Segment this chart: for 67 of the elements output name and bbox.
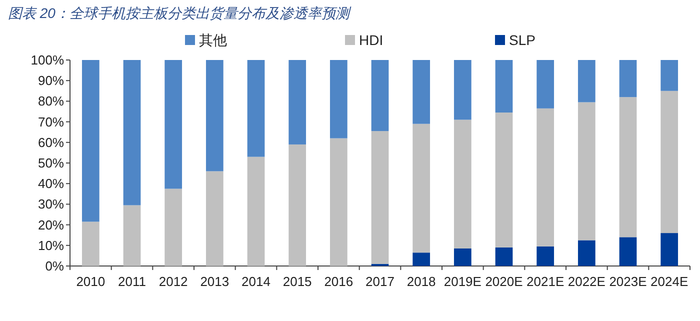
y-tick-label: 40% bbox=[38, 176, 64, 192]
bar bbox=[495, 247, 513, 266]
y-tick-label: 0% bbox=[45, 258, 64, 274]
y-tick-label: 60% bbox=[38, 134, 64, 150]
x-tick-label: 2020E bbox=[485, 274, 524, 289]
x-tick-label: 2018 bbox=[406, 274, 436, 289]
bar bbox=[578, 60, 596, 102]
bar bbox=[619, 60, 637, 98]
bar bbox=[82, 222, 100, 266]
x-tick-label: 2012 bbox=[158, 274, 188, 289]
y-tick-label: 80% bbox=[38, 94, 64, 109]
bar bbox=[619, 97, 637, 238]
legend-label: HDI bbox=[359, 32, 384, 48]
bar bbox=[412, 124, 430, 253]
bar bbox=[206, 171, 224, 266]
x-tick-label: 2021E bbox=[526, 274, 564, 289]
y-tick-label: 10% bbox=[38, 238, 64, 253]
bar bbox=[371, 131, 389, 264]
x-tick-label: 2019E bbox=[444, 274, 482, 289]
bar bbox=[454, 248, 472, 266]
x-tick-label: 2015 bbox=[282, 274, 312, 289]
y-tick-label: 70% bbox=[38, 114, 64, 130]
bar bbox=[660, 60, 678, 91]
legend-label: 其他 bbox=[199, 32, 227, 48]
bar bbox=[578, 240, 596, 266]
bar bbox=[247, 60, 265, 157]
bar bbox=[495, 112, 513, 248]
legend-label: SLP bbox=[509, 32, 536, 48]
bar bbox=[206, 60, 224, 172]
x-tick-label: 2016 bbox=[324, 274, 354, 289]
x-tick-label: 2014 bbox=[242, 274, 270, 289]
bar bbox=[330, 138, 348, 266]
x-tick-label: 2010 bbox=[76, 274, 106, 289]
x-tick-label: 2022E bbox=[568, 274, 606, 289]
bar bbox=[123, 205, 141, 266]
bar bbox=[660, 90, 678, 234]
bar bbox=[371, 60, 389, 132]
bar bbox=[412, 60, 430, 124]
bar bbox=[164, 60, 182, 189]
bar bbox=[619, 237, 637, 266]
chart-title: 图表 20：全球手机按主板分类出货量分布及渗透率预测 bbox=[8, 5, 352, 21]
x-tick-label: 2024E bbox=[650, 274, 688, 289]
bar bbox=[536, 108, 554, 246]
y-tick-label: 100% bbox=[30, 52, 64, 68]
bar bbox=[660, 233, 678, 266]
x-tick-label: 2011 bbox=[118, 274, 146, 289]
bar bbox=[82, 60, 100, 222]
y-tick-label: 50% bbox=[38, 156, 64, 170]
y-tick-label: 90% bbox=[38, 73, 64, 88]
x-tick-label: 2023E bbox=[609, 274, 648, 289]
bar bbox=[288, 144, 306, 266]
bar bbox=[123, 60, 141, 206]
bar bbox=[454, 60, 472, 120]
bar bbox=[454, 120, 472, 248]
bar bbox=[288, 60, 306, 144]
bar bbox=[578, 102, 596, 240]
bar bbox=[536, 246, 554, 266]
bar bbox=[536, 60, 554, 108]
x-tick-label: 2013 bbox=[200, 274, 230, 289]
y-tick-label: 30% bbox=[38, 196, 64, 212]
x-tick-label: 2017 bbox=[366, 274, 394, 289]
bar bbox=[495, 60, 513, 113]
bar bbox=[164, 188, 182, 266]
bar bbox=[247, 156, 265, 266]
y-tick-label: 20% bbox=[38, 217, 64, 232]
bar bbox=[412, 252, 430, 266]
bar bbox=[330, 60, 348, 138]
